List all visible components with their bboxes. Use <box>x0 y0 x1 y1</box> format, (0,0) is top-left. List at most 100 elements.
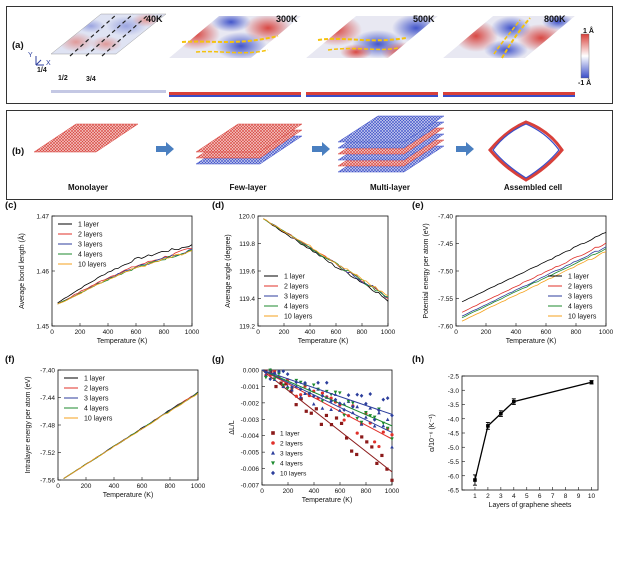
x-tick-label: 400 <box>103 329 114 336</box>
series-line-e-1 <box>461 232 607 303</box>
legend-marker <box>271 441 275 445</box>
data-point <box>390 478 394 482</box>
x-tick-label: 600 <box>131 329 142 336</box>
legend-label: 10 layers <box>78 262 107 269</box>
x-axis-label-h: Layers of graphene sheets <box>489 502 572 509</box>
data-point <box>381 423 386 428</box>
data-point <box>277 372 281 376</box>
series-line-e-5 <box>461 251 607 322</box>
assembled-cell <box>488 120 564 182</box>
data-point <box>486 424 490 428</box>
data-point <box>359 420 364 425</box>
data-point <box>324 389 329 394</box>
y-tick-label: -7.48 <box>40 423 55 430</box>
axis-y-letter: Y <box>28 52 33 59</box>
x-tick-label: 800 <box>357 329 368 336</box>
y-axis-label-c: Average bond length (Å) <box>17 233 26 309</box>
data-point <box>365 440 369 444</box>
data-point <box>351 404 355 409</box>
caption-monolayer: Monolayer <box>67 183 108 192</box>
x-tick-label: 800 <box>571 329 582 336</box>
data-point <box>342 413 346 418</box>
y-tick-label: -4.5 <box>448 431 460 438</box>
x-tick-label: 1 <box>473 493 477 500</box>
data-point <box>385 417 390 422</box>
x-tick-label: 200 <box>283 488 294 495</box>
x-tick-label: 7 <box>551 493 555 500</box>
panel-a-label: (a) <box>12 40 24 51</box>
data-point <box>368 414 373 418</box>
data-point <box>390 433 394 437</box>
data-point <box>390 445 394 449</box>
data-point <box>324 380 329 385</box>
x-tick-label: 800 <box>361 488 372 495</box>
data-point <box>355 392 360 397</box>
x-tick-label: 400 <box>511 329 522 336</box>
legend-label: 3 layers <box>78 242 103 249</box>
chart-h: (h) -6.5 -6.0 -5.5 -5.0 -4.5 -4.0 -3.5 -3.0 -2.5 1… <box>412 354 599 509</box>
legend-label: 3 layers <box>84 396 109 403</box>
data-point <box>307 391 312 396</box>
legend-label: 2 layers <box>284 284 309 291</box>
y-axis-label-e: Potential energy per atom (eV) <box>423 223 430 318</box>
series-line-c-5 <box>57 250 193 305</box>
data-point <box>329 407 333 412</box>
x-tick-label: 0 <box>260 488 264 495</box>
plot-frame-h <box>461 375 599 491</box>
x-tick-label: 1000 <box>599 329 614 336</box>
y-tick-label: -7.50 <box>438 269 453 276</box>
data-point <box>381 430 385 434</box>
y-tick-label: -4.0 <box>448 416 460 423</box>
colorbar-top-label: 1 Å <box>583 28 594 35</box>
series-line-e-4 <box>461 248 607 319</box>
x-tick-label: 800 <box>165 483 176 490</box>
y-tick-label: 0.000 <box>243 368 260 375</box>
data-point <box>372 415 377 420</box>
data-point <box>298 387 303 392</box>
data-point <box>355 404 360 409</box>
x-axis-label-d: Temperature (K) <box>298 338 349 345</box>
y-tick-label: -0.005 <box>241 450 260 457</box>
data-point <box>368 392 373 397</box>
data-point <box>499 411 503 416</box>
y-tick-label: 1.47 <box>36 214 49 221</box>
data-point <box>351 401 355 405</box>
legend-label: 2 layers <box>280 441 304 448</box>
data-point <box>333 397 338 402</box>
y-tick-label: 119.4 <box>239 296 255 303</box>
legend-label: 3 layers <box>284 294 309 301</box>
data-point <box>298 395 303 399</box>
x-axis-label-f: Temperature (K) <box>103 492 154 499</box>
multi-layer-stack <box>337 115 445 173</box>
data-point <box>281 369 286 374</box>
x-tick-label: 3 <box>499 493 503 500</box>
data-point <box>294 403 298 407</box>
series-line-d-4 <box>262 218 389 298</box>
data-point <box>359 393 364 398</box>
scatter-series-5 <box>261 369 394 422</box>
panel-c-label: (c) <box>5 200 17 211</box>
data-point <box>333 390 338 395</box>
series-line-d-5 <box>263 218 389 297</box>
data-point <box>380 453 384 458</box>
x-tick-label: 600 <box>541 329 552 336</box>
legend-label: 10 layers <box>280 471 307 478</box>
x-tick-label: 200 <box>279 329 290 336</box>
y-tick-label: -7.40 <box>40 368 55 375</box>
y-tick-label: -7.45 <box>438 241 453 248</box>
data-point <box>320 399 325 403</box>
x-tick-label: 5 <box>525 493 529 500</box>
cut-1-2: 1/2 <box>58 75 68 82</box>
data-point <box>281 383 286 387</box>
x-tick-label: 600 <box>137 483 148 490</box>
arrow-1 <box>156 142 174 156</box>
legend-label: 1 layer <box>280 431 300 438</box>
legend-marker <box>271 461 275 466</box>
y-tick-label: -5.5 <box>448 459 460 466</box>
axis-x-letter: X <box>46 60 51 67</box>
data-point <box>375 461 379 466</box>
data-point <box>284 382 288 386</box>
y-tick-label: -0.003 <box>241 417 260 424</box>
y-tick-label: -7.56 <box>40 478 55 485</box>
legend-label: 3 layers <box>280 451 304 458</box>
